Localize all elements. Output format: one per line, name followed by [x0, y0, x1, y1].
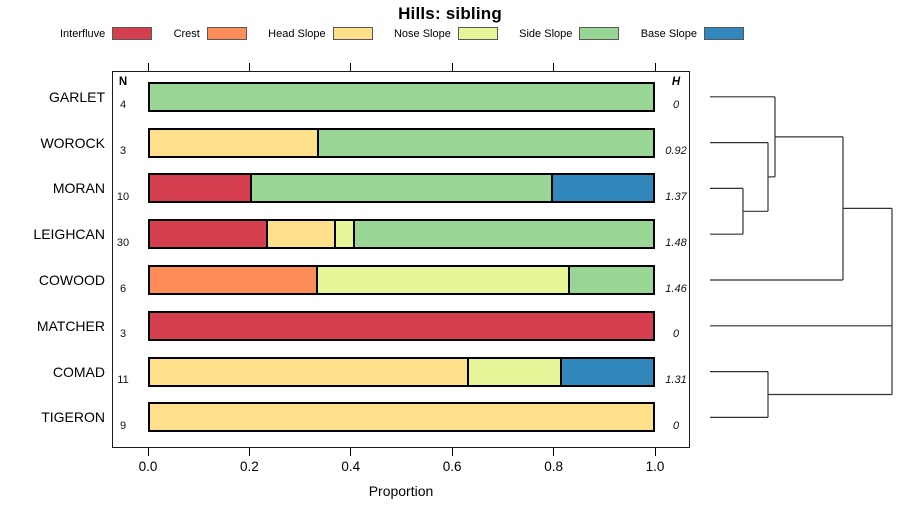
- h-value: 0: [672, 328, 680, 341]
- n-value: 6: [119, 282, 127, 295]
- legend-swatch: [457, 27, 498, 40]
- row-label: TIGERON: [41, 409, 105, 426]
- tick-label: 0.8: [544, 459, 563, 474]
- tick-mark: [147, 63, 149, 71]
- n-column-header: N: [118, 76, 128, 88]
- h-value: 0: [672, 99, 680, 112]
- bar-segment: [567, 267, 653, 293]
- tick-mark: [553, 448, 555, 456]
- legend-swatch: [579, 27, 620, 40]
- legend-label: Nose Slope: [393, 27, 451, 40]
- n-value: 10: [116, 190, 130, 203]
- bar-segment: [352, 221, 653, 248]
- tick-mark: [451, 448, 453, 456]
- bar-segment: [150, 129, 317, 156]
- bar-segment: [150, 312, 653, 339]
- tick-mark: [350, 63, 352, 71]
- stacked-bar: [148, 127, 655, 158]
- legend-swatch: [112, 27, 153, 40]
- stacked-bar: [148, 356, 655, 387]
- bar-segment: [333, 221, 353, 248]
- bar-segment: [150, 404, 653, 431]
- row-label: COMAD: [52, 363, 105, 380]
- tick-mark: [248, 448, 250, 456]
- n-value: 4: [119, 99, 127, 112]
- h-value: 1.31: [665, 374, 687, 387]
- legend-label: Interfluve: [60, 27, 106, 40]
- tick-label: 0.6: [442, 459, 462, 474]
- bar-segment: [150, 83, 653, 110]
- legend-item: Crest: [174, 27, 247, 40]
- legend-label: Head Slope: [268, 27, 326, 40]
- bar-segment: [150, 358, 468, 385]
- row-label: COWOOD: [38, 272, 105, 288]
- row-label: WOROCK: [40, 134, 105, 151]
- bar-segment: [467, 358, 561, 385]
- tick-mark: [350, 448, 352, 456]
- stacked-bar: [148, 402, 655, 433]
- bar-segment: [316, 129, 653, 156]
- bar-segment: [150, 267, 317, 293]
- bar-segment: [249, 175, 552, 202]
- legend-item: Base Slope: [641, 27, 744, 40]
- row-label: MORAN: [52, 180, 105, 197]
- tick-mark: [248, 63, 250, 71]
- bar-segment: [150, 175, 250, 202]
- tick-label: 0.2: [240, 459, 259, 474]
- row-label: LEIGHCAN: [33, 226, 105, 243]
- chart-title: Hills: sibling: [398, 4, 502, 23]
- tick-label: 0.4: [341, 459, 361, 474]
- bar-segment: [150, 221, 266, 248]
- legend-item: Interfluve: [60, 27, 153, 40]
- bar-segment: [265, 221, 334, 248]
- tick-mark: [553, 63, 555, 71]
- legend-swatch: [703, 27, 744, 40]
- stacked-bar: [148, 173, 655, 204]
- h-value: 1.46: [665, 282, 687, 295]
- stacked-bar: [148, 265, 655, 295]
- bar-segment: [316, 267, 568, 293]
- bar-segment: [551, 175, 653, 202]
- h-value: 1.37: [665, 190, 687, 203]
- legend-item: Nose Slope: [394, 27, 498, 40]
- n-value: 30: [116, 236, 130, 249]
- row-label: GARLET: [48, 88, 105, 105]
- tick-label: 0.0: [138, 459, 158, 474]
- legend-swatch: [206, 27, 247, 40]
- legend-item: Head Slope: [268, 27, 373, 40]
- legend: Interfluve Crest Head Slope Nose Slope Side …: [60, 25, 744, 42]
- legend-label: Base Slope: [640, 27, 697, 40]
- legend-label: Crest: [173, 27, 200, 40]
- h-column-header: H: [671, 76, 681, 88]
- legend-item: Side Slope: [519, 27, 620, 40]
- h-value: 0.92: [665, 145, 687, 158]
- n-value: 3: [119, 328, 127, 341]
- stacked-bar: [148, 310, 655, 341]
- n-value: 9: [119, 419, 127, 432]
- legend-swatch: [332, 27, 373, 40]
- tick-mark: [654, 448, 656, 456]
- legend-label: Side Slope: [519, 27, 573, 40]
- bar-segment: [560, 358, 653, 385]
- row-label: MATCHER: [36, 317, 105, 334]
- stacked-bar: [148, 219, 655, 250]
- tick-label: 1.0: [645, 459, 665, 474]
- h-value: 0: [672, 419, 680, 432]
- x-axis-title: Proportion: [368, 483, 434, 499]
- tick-mark: [147, 448, 149, 456]
- n-value: 3: [119, 145, 127, 158]
- stacked-bar: [148, 81, 655, 112]
- h-value: 1.48: [665, 236, 687, 249]
- n-value: 11: [117, 374, 129, 387]
- tick-mark: [451, 63, 453, 71]
- tick-mark: [654, 63, 656, 71]
